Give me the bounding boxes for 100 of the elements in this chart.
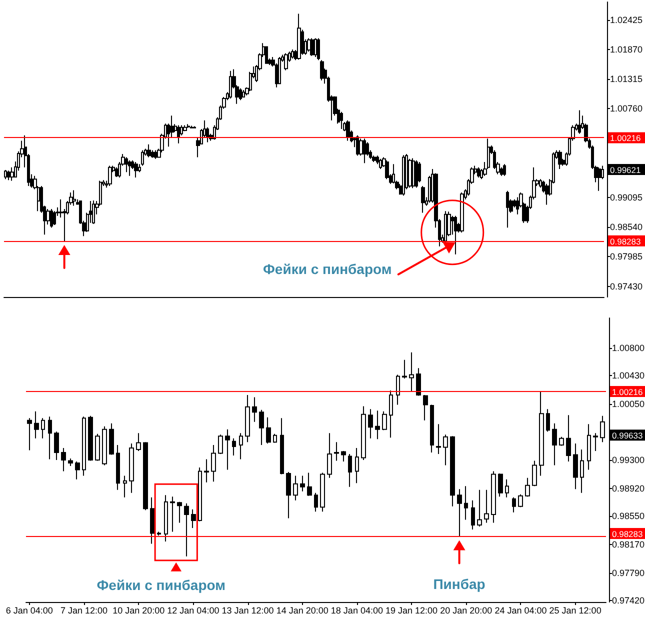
- candlestick: [409, 352, 414, 392]
- candlestick: [4, 170, 7, 180]
- candlestick: [559, 436, 564, 446]
- y-tick-label: 1.01315: [610, 74, 643, 84]
- candlestick: [317, 38, 320, 61]
- candlestick: [477, 489, 482, 528]
- candlestick: [68, 458, 73, 466]
- y-tick-label: 1.00430: [612, 370, 645, 381]
- candlestick: [361, 406, 366, 460]
- candlestick: [129, 443, 134, 494]
- candlestick: [48, 416, 52, 460]
- candlestick: [539, 391, 544, 476]
- candlestick: [232, 438, 236, 456]
- candlestick: [430, 404, 434, 454]
- candlestick: [136, 432, 141, 452]
- annotation: Фейки с пинбаром: [96, 577, 226, 594]
- candlestick: [578, 110, 581, 134]
- candlestick: [444, 210, 447, 244]
- candlestick: [545, 183, 549, 206]
- y-tick-label: 0.97790: [612, 568, 645, 578]
- candlestick: [191, 508, 196, 529]
- candlestick: [512, 496, 516, 513]
- ref-line-label: 0.98283: [612, 528, 643, 539]
- candlestick: [108, 165, 112, 187]
- candlestick: [443, 434, 448, 466]
- candlestick: [297, 13, 301, 60]
- x-tick-label: 12 Jan 04:00: [167, 606, 220, 616]
- x-tick-label: 10 Jan 20:00: [112, 606, 165, 616]
- candlestick: [54, 431, 59, 460]
- candlestick: [558, 150, 562, 170]
- candlestick: [177, 124, 180, 144]
- candlestick: [573, 443, 578, 490]
- candlestick: [597, 166, 601, 192]
- y-tick-label: 0.98540: [610, 222, 643, 232]
- x-tick-label: 14 Jan 20:00: [276, 606, 328, 616]
- candlestick: [41, 418, 45, 439]
- candlestick: [600, 415, 605, 443]
- candlestick: [204, 458, 209, 483]
- candlestick: [143, 442, 148, 511]
- candlestick: [484, 489, 489, 524]
- candlestick: [516, 196, 519, 215]
- candlestick: [310, 38, 314, 56]
- x-tick-label: 19 Jan 12:00: [386, 606, 438, 616]
- candlestick: [320, 60, 324, 81]
- candlestick: [177, 501, 182, 524]
- annotation: Фейки с пинбаром: [262, 261, 392, 278]
- candlestick: [587, 424, 591, 470]
- candlestick: [211, 444, 216, 482]
- candlestick: [266, 416, 271, 444]
- candlestick: [525, 477, 530, 498]
- candlestick: [284, 52, 288, 71]
- candlestick: [385, 160, 389, 180]
- y-tick-label: 0.98920: [612, 483, 645, 494]
- candlestick: [187, 124, 190, 128]
- candlestick: [552, 422, 557, 466]
- candlestick: [109, 422, 114, 456]
- annotation: Пинбар: [433, 576, 486, 592]
- candlestick: [341, 450, 346, 462]
- y-tick-label: 1.02425: [610, 14, 643, 25]
- candlestick: [402, 359, 407, 380]
- x-tick-label: 24 Jan 04:00: [494, 606, 547, 616]
- candlestick: [532, 460, 537, 487]
- candlestick: [150, 496, 155, 544]
- candlestick: [125, 156, 128, 173]
- candlestick: [27, 418, 32, 451]
- candlestick: [376, 155, 379, 165]
- candlestick: [164, 494, 168, 542]
- y-tick-label: 0.97430: [610, 281, 643, 292]
- candlestick: [82, 416, 86, 476]
- ref-line-label: 1.00216: [610, 133, 641, 144]
- candlestick: [320, 472, 325, 512]
- candlestick: [396, 374, 400, 406]
- candlestick: [421, 186, 425, 214]
- candlestick: [518, 494, 523, 508]
- ref-line-label: 0.98283: [610, 236, 641, 246]
- candlestick: [457, 488, 462, 537]
- y-tick-label: 0.97985: [610, 252, 643, 262]
- candlestick: [190, 125, 193, 129]
- y-tick-label: 0.98170: [612, 539, 645, 550]
- y-tick-label: 1.01870: [610, 44, 643, 54]
- candlestick: [116, 444, 120, 490]
- candlestick: [580, 449, 584, 494]
- candlestick: [300, 475, 305, 492]
- y-tick-label: 0.99095: [610, 192, 643, 203]
- candlestick: [123, 475, 127, 498]
- candlestick: [346, 120, 350, 142]
- candlestick: [72, 190, 76, 206]
- y-tick-label: 1.00050: [612, 398, 645, 409]
- candlestick: [503, 164, 506, 176]
- candlestick: [184, 502, 189, 557]
- candlestick: [265, 46, 268, 64]
- candlestick: [460, 192, 464, 233]
- candlestick: [34, 410, 39, 439]
- candlestick: [242, 90, 245, 98]
- candlestick: [245, 394, 250, 443]
- candlestick: [170, 496, 175, 532]
- text: 0.99621: [610, 165, 641, 175]
- candlestick: [498, 472, 503, 498]
- candlestick: [183, 124, 187, 132]
- candlestick: [128, 160, 131, 176]
